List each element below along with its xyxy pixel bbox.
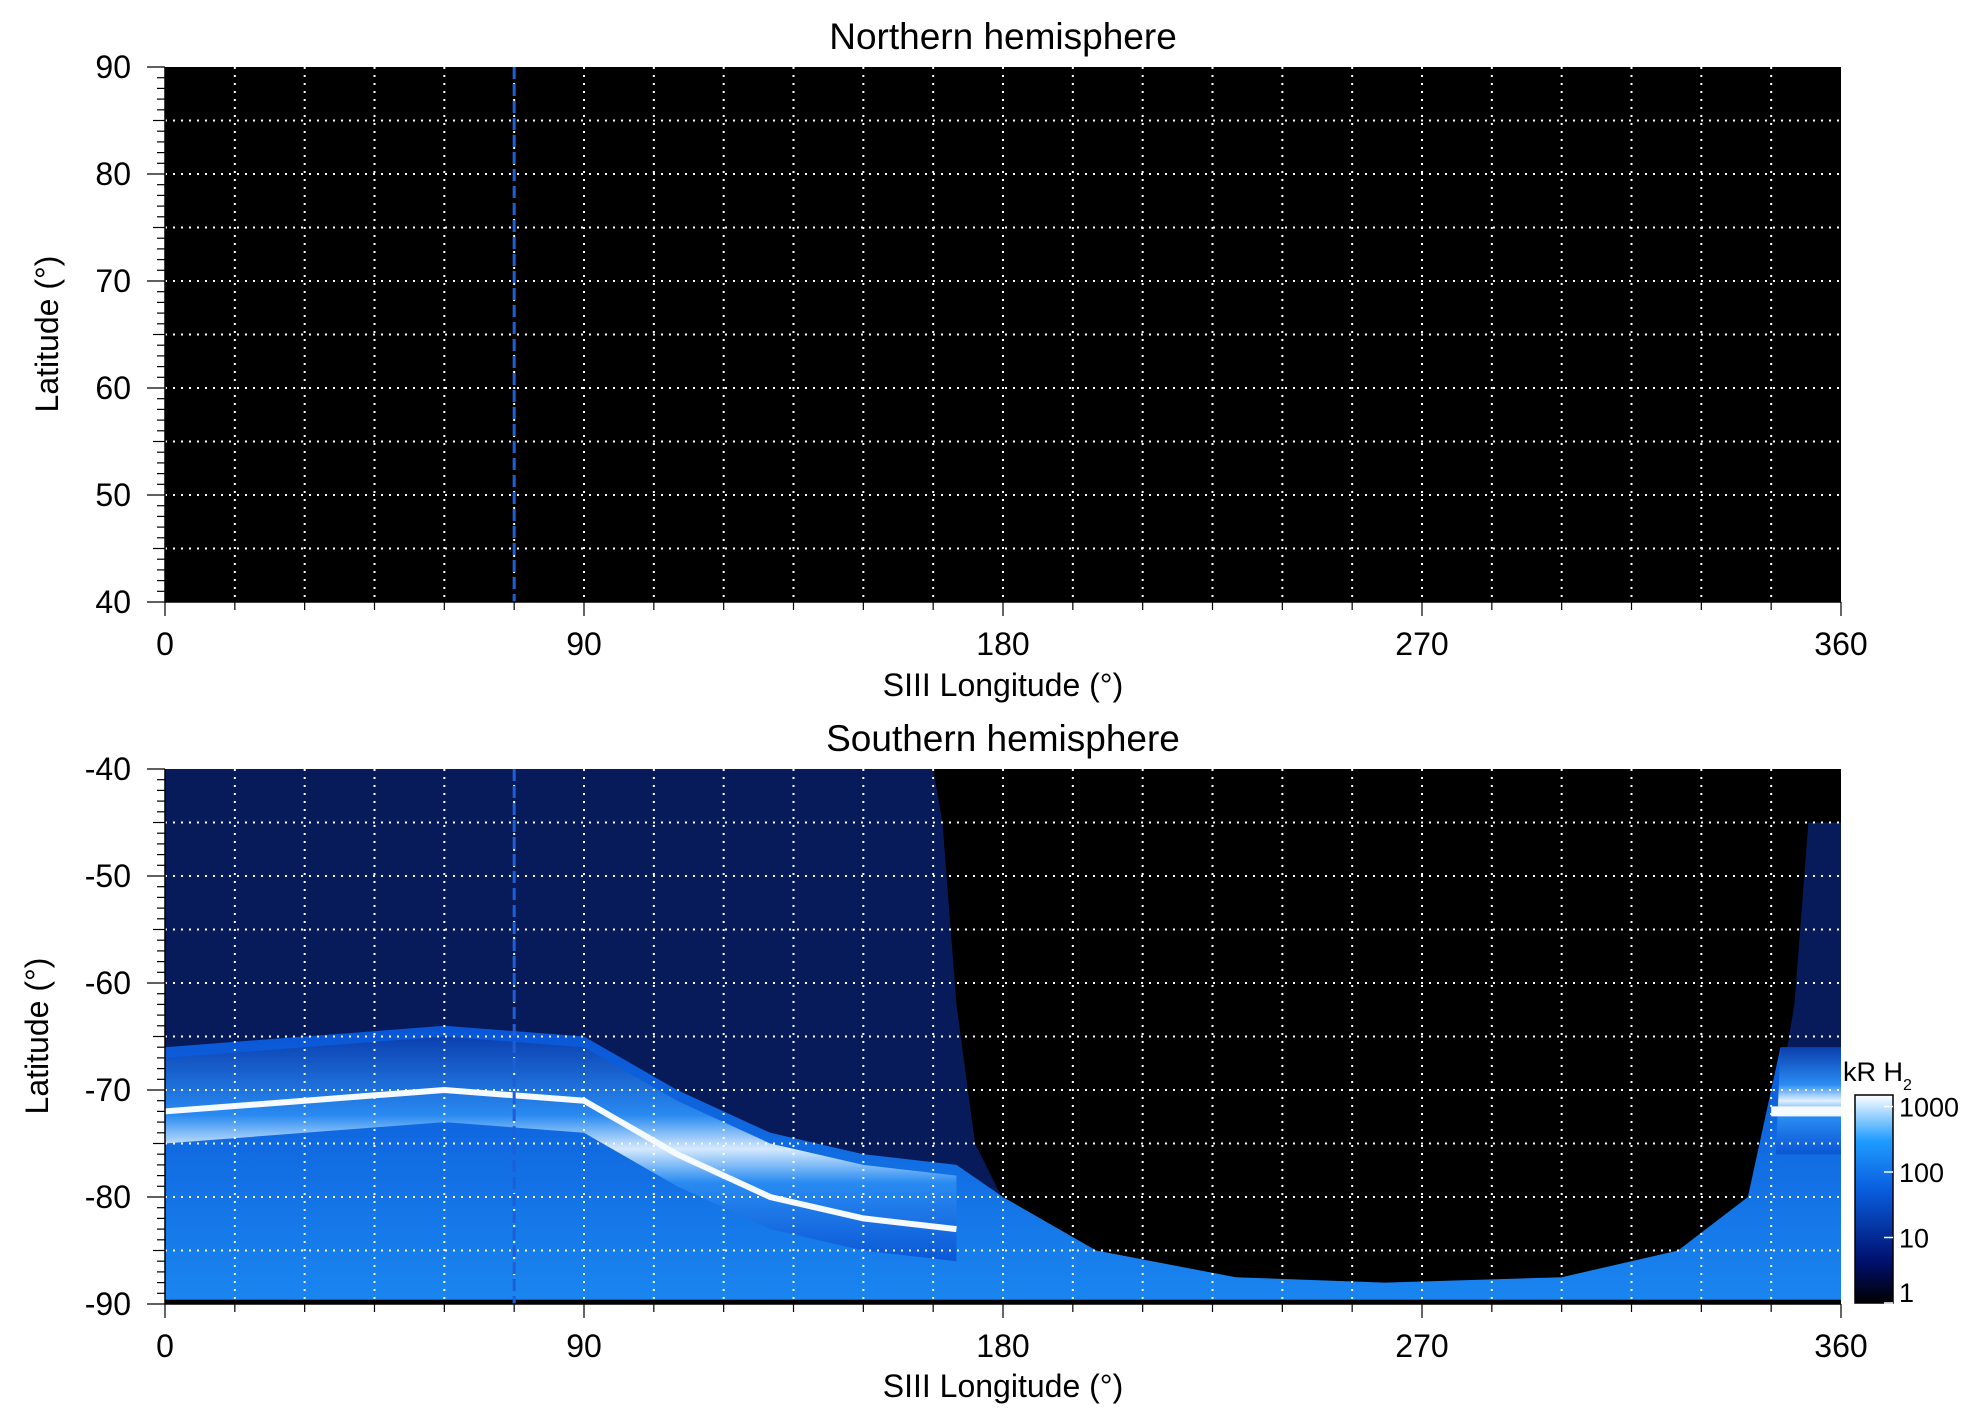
panel-south: Southern hemisphere -90 -80 -70 -60 -50 -40 0…: [19, 718, 1959, 1404]
y-tick-label: 80: [95, 156, 131, 192]
colorbar: kR H2 1 10 100 1000: [1843, 1057, 1959, 1308]
y-tick-label: 60: [95, 370, 131, 406]
y-tick-label: -90: [85, 1286, 131, 1322]
colorbar-tick-label: 10: [1899, 1224, 1929, 1254]
colorbar-label: kR H2: [1843, 1057, 1912, 1094]
bottom-strip: [165, 1299, 1841, 1304]
x-tick-label: 0: [156, 1328, 174, 1364]
north-x-axis: 0 90 180 270 360: [156, 601, 1868, 662]
panel-north: Northern hemisphere 40 50 60 70 80 90 0 90 180 2…: [29, 16, 1868, 703]
x-tick-label: 90: [566, 626, 602, 662]
north-x-axis-label: SIII Longitude (°): [883, 667, 1123, 703]
y-tick-label: -50: [85, 858, 131, 894]
colorbar-ticks: 1 10 100 1000: [1884, 1093, 1959, 1308]
south-y-axis: -90 -80 -70 -60 -50 -40: [85, 751, 166, 1322]
x-tick-label: 0: [156, 626, 174, 662]
y-tick-label: 50: [95, 477, 131, 513]
colorbar-tick-label: 1: [1899, 1278, 1914, 1308]
y-tick-label: 70: [95, 263, 131, 299]
x-tick-label: 180: [976, 626, 1029, 662]
auroral-oval: [165, 1036, 957, 1262]
colorbar-tick-label: 100: [1899, 1158, 1944, 1188]
y-tick-label: 90: [95, 49, 131, 85]
y-tick-label: 40: [95, 584, 131, 620]
south-y-axis-label: Latitude (°): [19, 958, 55, 1115]
north-y-axis: 40 50 60 70 80 90: [95, 49, 166, 620]
x-tick-label: 360: [1814, 1328, 1867, 1364]
colorbar-tick-label: 1000: [1899, 1093, 1959, 1123]
y-tick-label: -40: [85, 751, 131, 787]
south-x-axis-label: SIII Longitude (°): [883, 1368, 1123, 1404]
north-y-axis-label: Latitude (°): [29, 256, 65, 413]
x-tick-label: 270: [1395, 1328, 1448, 1364]
y-tick-label: -60: [85, 965, 131, 1001]
x-tick-label: 90: [566, 1328, 602, 1364]
oval-center-line: [165, 1086, 957, 1233]
south-x-axis: 0 90 180 270 360: [156, 1303, 1868, 1364]
y-tick-label: -80: [85, 1179, 131, 1215]
auroral-oval-right: [1775, 1047, 1841, 1155]
x-tick-label: 270: [1395, 626, 1448, 662]
x-tick-label: 180: [976, 1328, 1029, 1364]
north-title: Northern hemisphere: [829, 16, 1177, 57]
y-tick-label: -70: [85, 1072, 131, 1108]
colorbar-gradient: [1854, 1094, 1894, 1304]
south-title: Southern hemisphere: [826, 718, 1180, 759]
south-grid: [165, 769, 1841, 1304]
x-tick-label: 360: [1814, 626, 1867, 662]
